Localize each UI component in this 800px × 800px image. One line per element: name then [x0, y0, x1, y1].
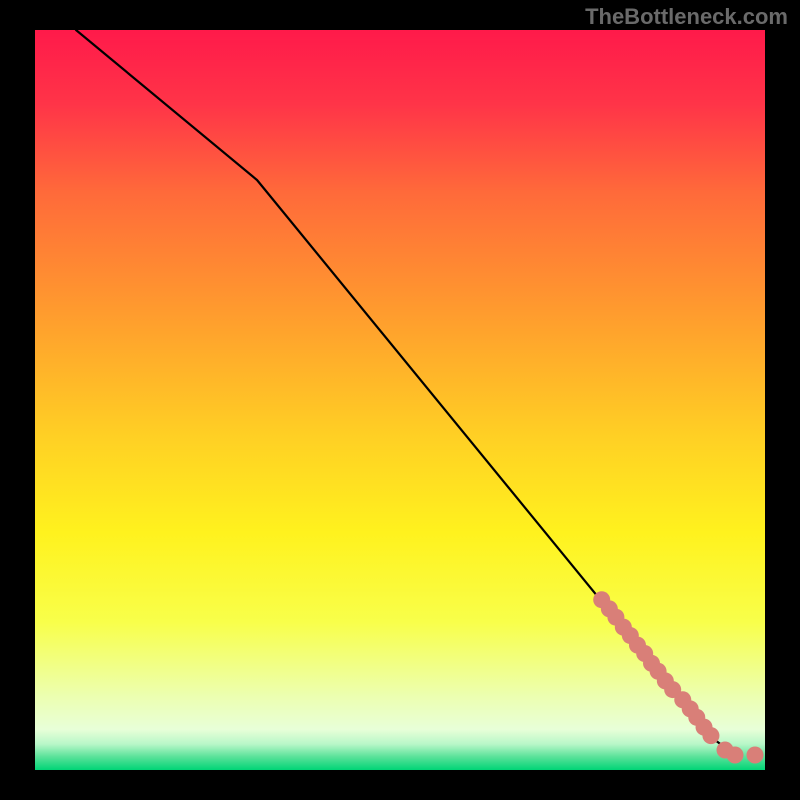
chart-frame: TheBottleneck.com	[0, 0, 800, 800]
plot-area	[35, 30, 765, 770]
data-marker	[747, 747, 764, 764]
data-marker	[702, 727, 719, 744]
watermark-text: TheBottleneck.com	[585, 4, 788, 30]
data-marker	[727, 747, 744, 764]
plot-svg	[35, 30, 765, 770]
